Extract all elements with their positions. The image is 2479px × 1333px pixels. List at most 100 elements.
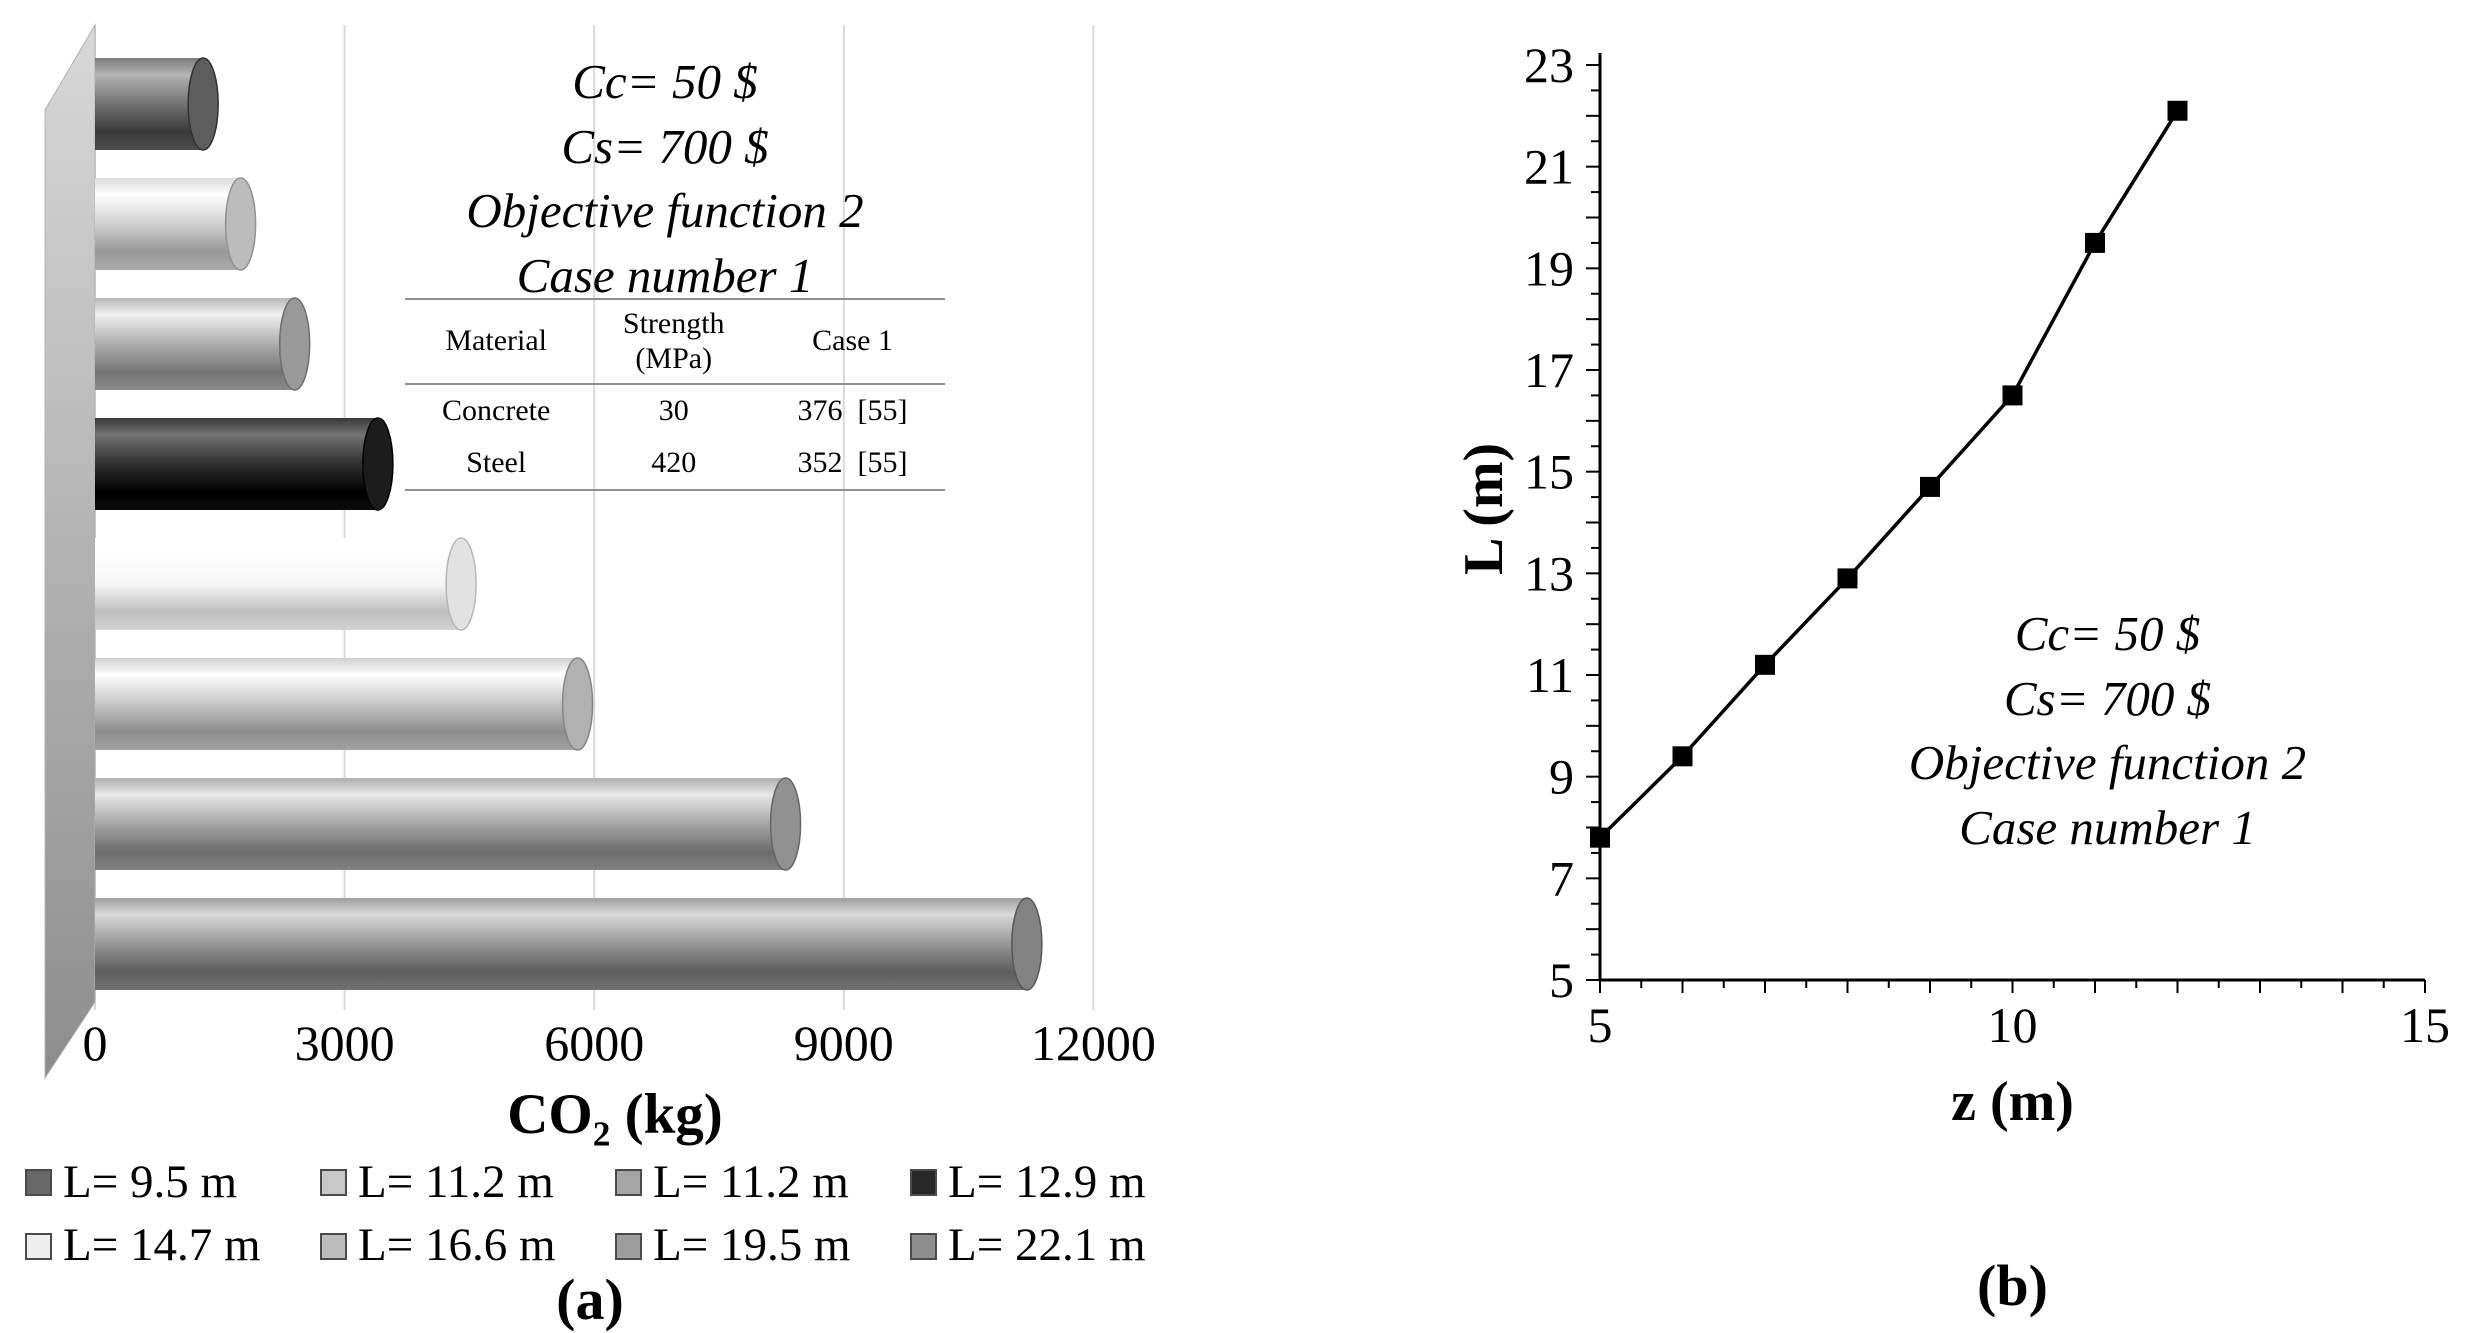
bar-x-tick-label: 0: [82, 1015, 108, 1071]
legend-swatch-icon: [25, 1232, 52, 1260]
bar-x-tick-label: 6000: [544, 1015, 645, 1071]
bar-x-tick-label: 9000: [793, 1015, 894, 1071]
legend-swatch-icon: [25, 1169, 52, 1197]
line-annotation: Cc= 50 $ Cs= 700 $ Objective function 2 Cas…: [1835, 602, 2380, 861]
axis-title-subscript: 2: [592, 1114, 611, 1154]
inset-table-header: Strength (MPa): [587, 298, 761, 385]
line-y-tick-label: 23: [1524, 37, 1574, 93]
axis-title-suffix: (kg): [610, 1083, 723, 1146]
bar-cylinder-body: [95, 418, 378, 510]
inset-table-cell: Concrete: [442, 394, 551, 427]
bar-cylinder-body: [95, 778, 786, 870]
legend-swatch-icon: [320, 1169, 347, 1197]
bar-x-tick-label: 12000: [1030, 1015, 1156, 1071]
legend-label: L= 12.9 m: [948, 1156, 1146, 1208]
line-y-tick-label: 21: [1524, 139, 1574, 195]
legend-swatch-icon: [615, 1232, 642, 1260]
legend-label: L= 19.5 m: [653, 1219, 851, 1272]
legend-label: L= 14.7 m: [63, 1219, 261, 1272]
inset-table-cell: 352 [55]: [760, 437, 945, 491]
legend-label: L= 22.1 m: [948, 1219, 1146, 1272]
line-y-tick-label: 19: [1524, 240, 1574, 296]
legend-swatch-icon: [320, 1232, 347, 1260]
bar-cylinder-cap: [1011, 897, 1043, 991]
axis-title-prefix: CO: [507, 1083, 593, 1146]
bar-x-axis-title: CO2 (kg): [95, 1082, 1135, 1154]
line-annotation-line: Cc= 50 $: [2014, 606, 2201, 661]
line-x-tick-label: 15: [2400, 997, 2450, 1053]
inset-table-cell: Steel: [405, 437, 588, 491]
bar-cylinder-cap: [445, 537, 477, 631]
legend-item: L= 9.5 m: [25, 1156, 320, 1208]
line-y-tick-label: 7: [1549, 850, 1574, 906]
bar-cylinder-body: [95, 298, 295, 390]
bar-cylinder-cap: [769, 777, 802, 871]
legend-item: L= 11.2 m: [615, 1156, 910, 1208]
line-y-tick-label: 13: [1524, 545, 1574, 601]
bar-cylinder-body: [95, 178, 241, 270]
legend-item: L= 16.6 m: [320, 1219, 615, 1272]
legend-swatch-icon: [910, 1169, 937, 1197]
legend-label: L= 16.6 m: [358, 1219, 556, 1272]
line-x-axis-title: z (m): [1951, 1071, 2074, 1133]
inset-table: Material Strength (MPa) Case 1 Concrete 30 37…: [405, 298, 945, 491]
bar-x-tick-labels: 0 3000 6000 9000 12000: [82, 1015, 1156, 1071]
bar-cylinder-cap: [187, 57, 219, 151]
line-y-tick-label: 11: [1526, 647, 1574, 703]
bar-cylinder-cap: [561, 657, 594, 751]
data-point-marker: [1755, 654, 1775, 675]
bar-x-tick-label: 3000: [294, 1015, 395, 1071]
panel-a: 0 3000 6000 9000 12000 Cc= 50 $ Cs= 700 $ Obje…: [25, 23, 1210, 1332]
inset-table-row: Concrete 30 376 [55]: [405, 384, 945, 437]
legend-item: L= 22.1 m: [910, 1219, 1210, 1272]
line-annotation-line: Cs= 700 $: [2003, 670, 2212, 726]
legend-label: L= 11.2 m: [653, 1156, 849, 1208]
bar-chart-canvas: [44, 23, 1095, 1080]
legend-label: L= 11.2 m: [358, 1156, 554, 1208]
bar-cylinder-cap: [224, 177, 257, 271]
data-line: [1598, 109, 2179, 839]
inset-table-cell: 420: [587, 437, 761, 491]
inset-table-header-row: Material Strength (MPa) Case 1: [405, 298, 945, 385]
line-y-tick-label: 9: [1549, 749, 1574, 805]
inset-table-row: Steel 420 352 [55]: [405, 437, 945, 491]
line-y-axis-title: L (m): [1453, 442, 1515, 575]
bar-cylinder-cap: [362, 417, 394, 511]
line-y-tick-label: 5: [1549, 952, 1574, 1008]
bar-annotation: Cc= 50 $ Cs= 700 $ Objective function 2 Cas…: [380, 50, 950, 309]
legend-swatch-icon: [910, 1232, 937, 1260]
legend-item: L= 14.7 m: [25, 1219, 320, 1272]
data-point-marker: [1837, 568, 1858, 589]
line-y-tick-label: 15: [1524, 444, 1574, 500]
panel-b-label: (b): [1977, 1253, 2048, 1318]
bar-legend: L= 9.5 m L= 11.2 m L= 11.2 m L= 12.9 m L= 14…: [25, 1156, 1210, 1272]
panel-a-label: (a): [556, 1267, 624, 1332]
bar-cylinder-body: [95, 658, 578, 750]
bar-cylinder-body: [95, 898, 1027, 990]
bar-annotation-line: Case number 1: [516, 248, 814, 304]
line-y-tick-label: 17: [1524, 342, 1574, 398]
bar-annotation-line: Objective function 2: [466, 183, 864, 239]
bar-annotation-line: Cs= 700 $: [561, 118, 769, 174]
inset-table-header: Case 1: [760, 298, 945, 385]
data-point-marker: [1672, 746, 1693, 767]
inset-table-cell: 30: [658, 394, 689, 427]
legend-swatch-icon: [615, 1169, 642, 1197]
data-point-marker: [1590, 827, 1610, 848]
legend-label: L= 9.5 m: [63, 1156, 238, 1208]
line-annotation-line: Objective function 2: [1908, 735, 2307, 791]
legend-item: L= 12.9 m: [910, 1156, 1210, 1208]
data-point-marker: [2002, 385, 2023, 406]
line-chart-canvas: 5 7 9 11 13 15 17 19 21 23 5 10 15: [1524, 37, 2450, 1053]
inset-table-cell: 376 [55]: [797, 394, 908, 427]
bar-annotation-line: Cc= 50 $: [572, 54, 758, 109]
data-point-marker: [2085, 232, 2105, 253]
line-annotation-line: Case number 1: [1959, 800, 2256, 856]
line-x-tick-label: 5: [1588, 997, 1613, 1053]
data-point-marker: [2167, 100, 2188, 121]
legend-item: L= 19.5 m: [615, 1219, 910, 1272]
data-point-marker: [1920, 476, 1940, 497]
bar-cylinder-body: [95, 58, 204, 150]
line-x-tick-label: 10: [1988, 997, 2038, 1053]
